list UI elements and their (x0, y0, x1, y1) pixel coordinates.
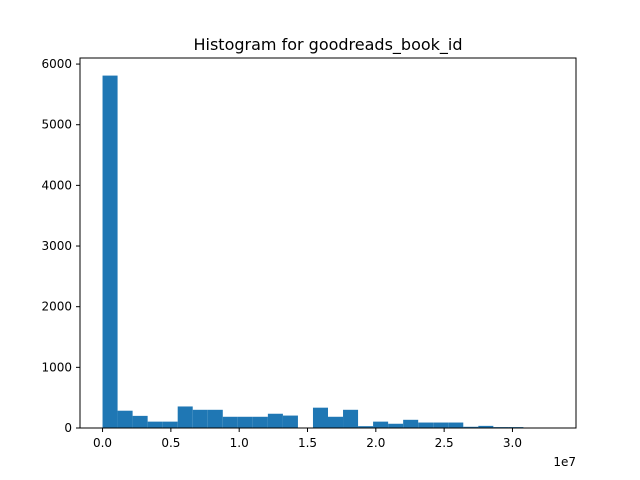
histogram-bar (147, 421, 163, 428)
histogram-bar (463, 426, 479, 428)
x-tick-label: 2.5 (435, 436, 454, 450)
x-tick-label: 1.5 (298, 436, 317, 450)
y-axis: 0 1000 2000 3000 4000 5000 6000 (41, 57, 80, 435)
histogram-bar (448, 422, 464, 428)
histogram-bar (433, 422, 449, 428)
histogram-bar (312, 407, 328, 428)
x-axis-offset-label: 1e7 (553, 455, 576, 469)
x-tick-label: 3.0 (503, 436, 522, 450)
x-tick-label: 0.5 (161, 436, 180, 450)
histogram-bar (358, 426, 374, 428)
histogram-bar (117, 410, 133, 428)
histogram-bar (237, 416, 253, 428)
histogram-bar (478, 425, 494, 428)
y-tick-label: 3000 (41, 239, 72, 253)
bars-group (102, 75, 554, 429)
y-tick-label: 2000 (41, 300, 72, 314)
histogram-bar (343, 409, 359, 428)
plot-area-frame (79, 57, 577, 429)
histogram-bar (328, 416, 344, 428)
histogram-bar (222, 416, 238, 428)
x-tick-label: 1.0 (230, 436, 249, 450)
y-tick-label: 1000 (41, 360, 72, 374)
histogram-bar (267, 413, 283, 428)
histogram-bar (282, 415, 298, 428)
y-tick-label: 5000 (41, 118, 72, 132)
histogram-bar (418, 422, 434, 428)
x-axis: 0.0 0.5 1.0 1.5 2.0 2.5 3.0 (93, 428, 522, 450)
x-tick-label: 2.0 (366, 436, 385, 450)
y-tick-label: 4000 (41, 178, 72, 192)
histogram-bar (102, 75, 118, 429)
y-tick-label: 0 (64, 421, 72, 435)
y-tick-label: 6000 (41, 57, 72, 71)
histogram-bar (252, 416, 268, 428)
histogram-bar (132, 415, 148, 428)
histogram-bar (177, 406, 193, 428)
histogram-bar (162, 421, 178, 428)
chart-title: Histogram for goodreads_book_id (193, 35, 462, 55)
histogram-bar (388, 423, 404, 428)
x-tick-label: 0.0 (93, 436, 112, 450)
histogram-bar (403, 419, 419, 428)
histogram-bar (192, 409, 208, 428)
histogram-bar (373, 421, 389, 428)
histogram-bar (207, 409, 223, 428)
